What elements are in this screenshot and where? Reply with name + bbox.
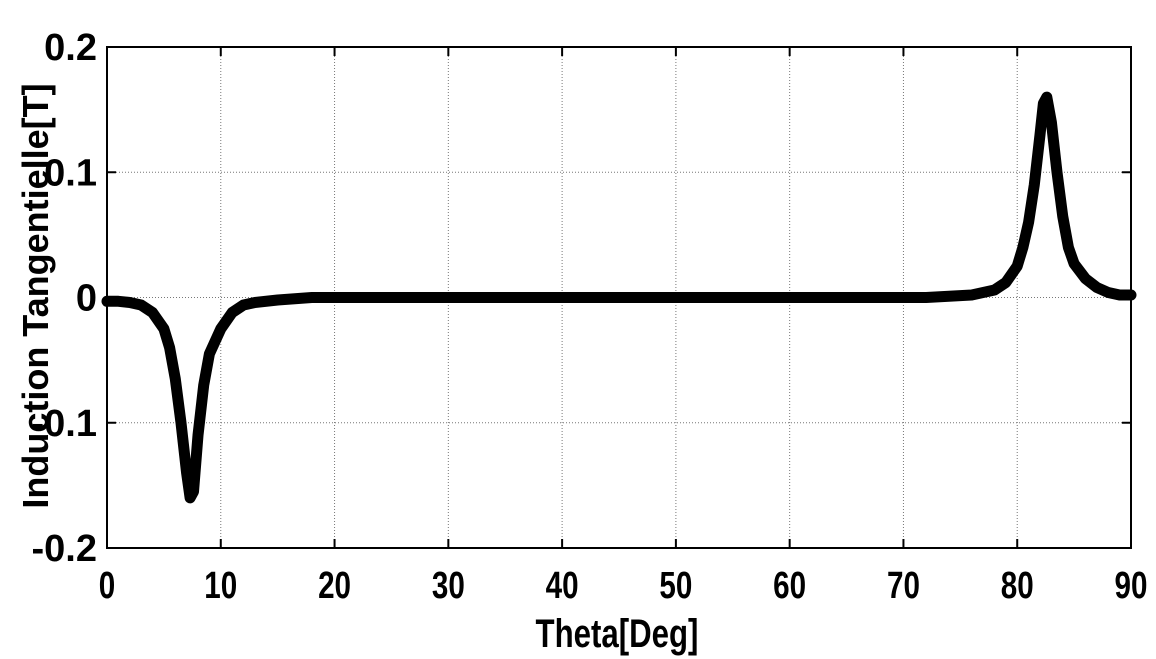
x-tick-label: 40 [546,565,579,607]
series-line [101,91,1137,504]
y-tick-label: -0.2 [32,528,97,570]
x-tick-label: 90 [1115,565,1148,607]
x-tick-label: 20 [318,565,351,607]
x-tick-label: 70 [887,565,920,607]
x-axis-title: Theta[Deg] [536,611,699,656]
x-tick-label: 60 [773,565,806,607]
x-tick-label: 30 [432,565,465,607]
y-tick-label: 0.2 [44,27,97,69]
y-tick-label: -0.1 [32,403,97,445]
y-axis-title: Induction Tangentielle[T] [15,83,56,508]
series-group [101,91,1137,504]
y-tick-labels: 0.2 0.1 0 -0.1 -0.2 [32,27,97,570]
x-tick-label: 0 [99,565,115,607]
x-tick-label: 10 [204,565,237,607]
y-tick-label: 0.1 [44,152,97,194]
y-tick-label: 0 [76,278,97,320]
x-tick-labels: 0 10 20 30 40 50 60 70 80 90 [99,565,1148,607]
grid-lines [107,47,1131,548]
x-tick-label: 80 [1001,565,1034,607]
x-tick-label: 50 [659,565,692,607]
